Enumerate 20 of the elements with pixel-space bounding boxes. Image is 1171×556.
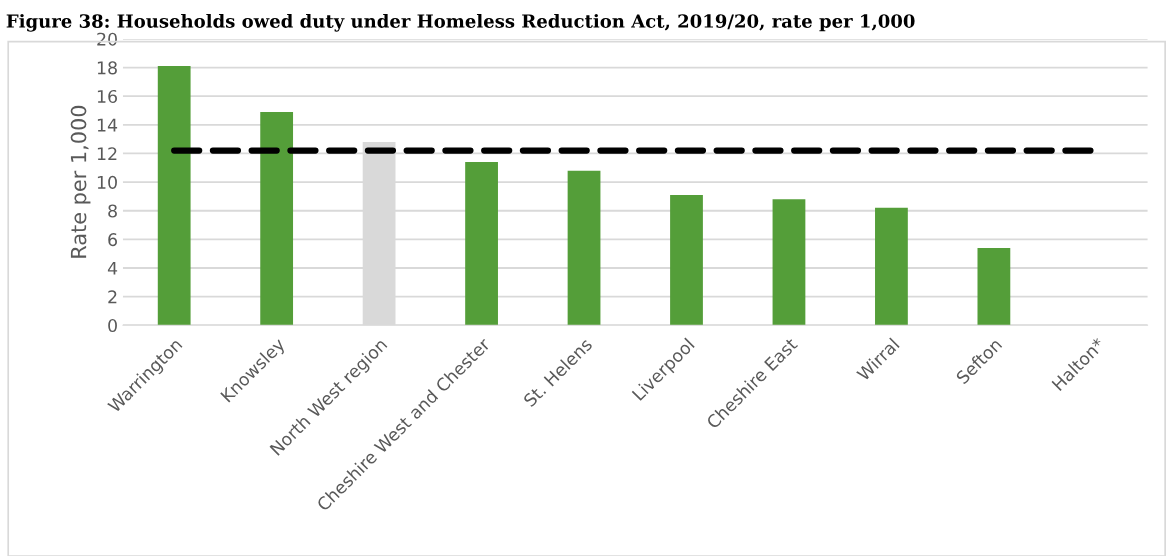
y-tick-label: 18: [97, 61, 117, 75]
bar: [260, 111, 294, 326]
y-tick-label: 8: [108, 204, 117, 218]
y-tick-label: 2: [108, 290, 117, 304]
y-axis-title: Rate per 1,000: [70, 105, 91, 258]
bar: [977, 247, 1011, 326]
bar: [875, 207, 908, 326]
bar: [157, 66, 191, 326]
chart-title: Figure 38: Households owed duty under Homeless Reduction Act, 2019/20, rate per 1,000: [6, 13, 915, 32]
bar: [465, 162, 498, 326]
bar: [772, 199, 806, 326]
bar: [670, 194, 703, 326]
y-tick-label: 4: [107, 261, 118, 275]
bar: [567, 170, 601, 326]
y-tick-label: 12: [97, 147, 117, 161]
y-tick-label: 16: [97, 89, 117, 104]
y-tick-label: 14: [97, 118, 118, 132]
y-tick-label: 10: [97, 175, 117, 189]
y-tick-label: 0: [108, 318, 117, 333]
y-tick-label: 6: [108, 233, 117, 247]
